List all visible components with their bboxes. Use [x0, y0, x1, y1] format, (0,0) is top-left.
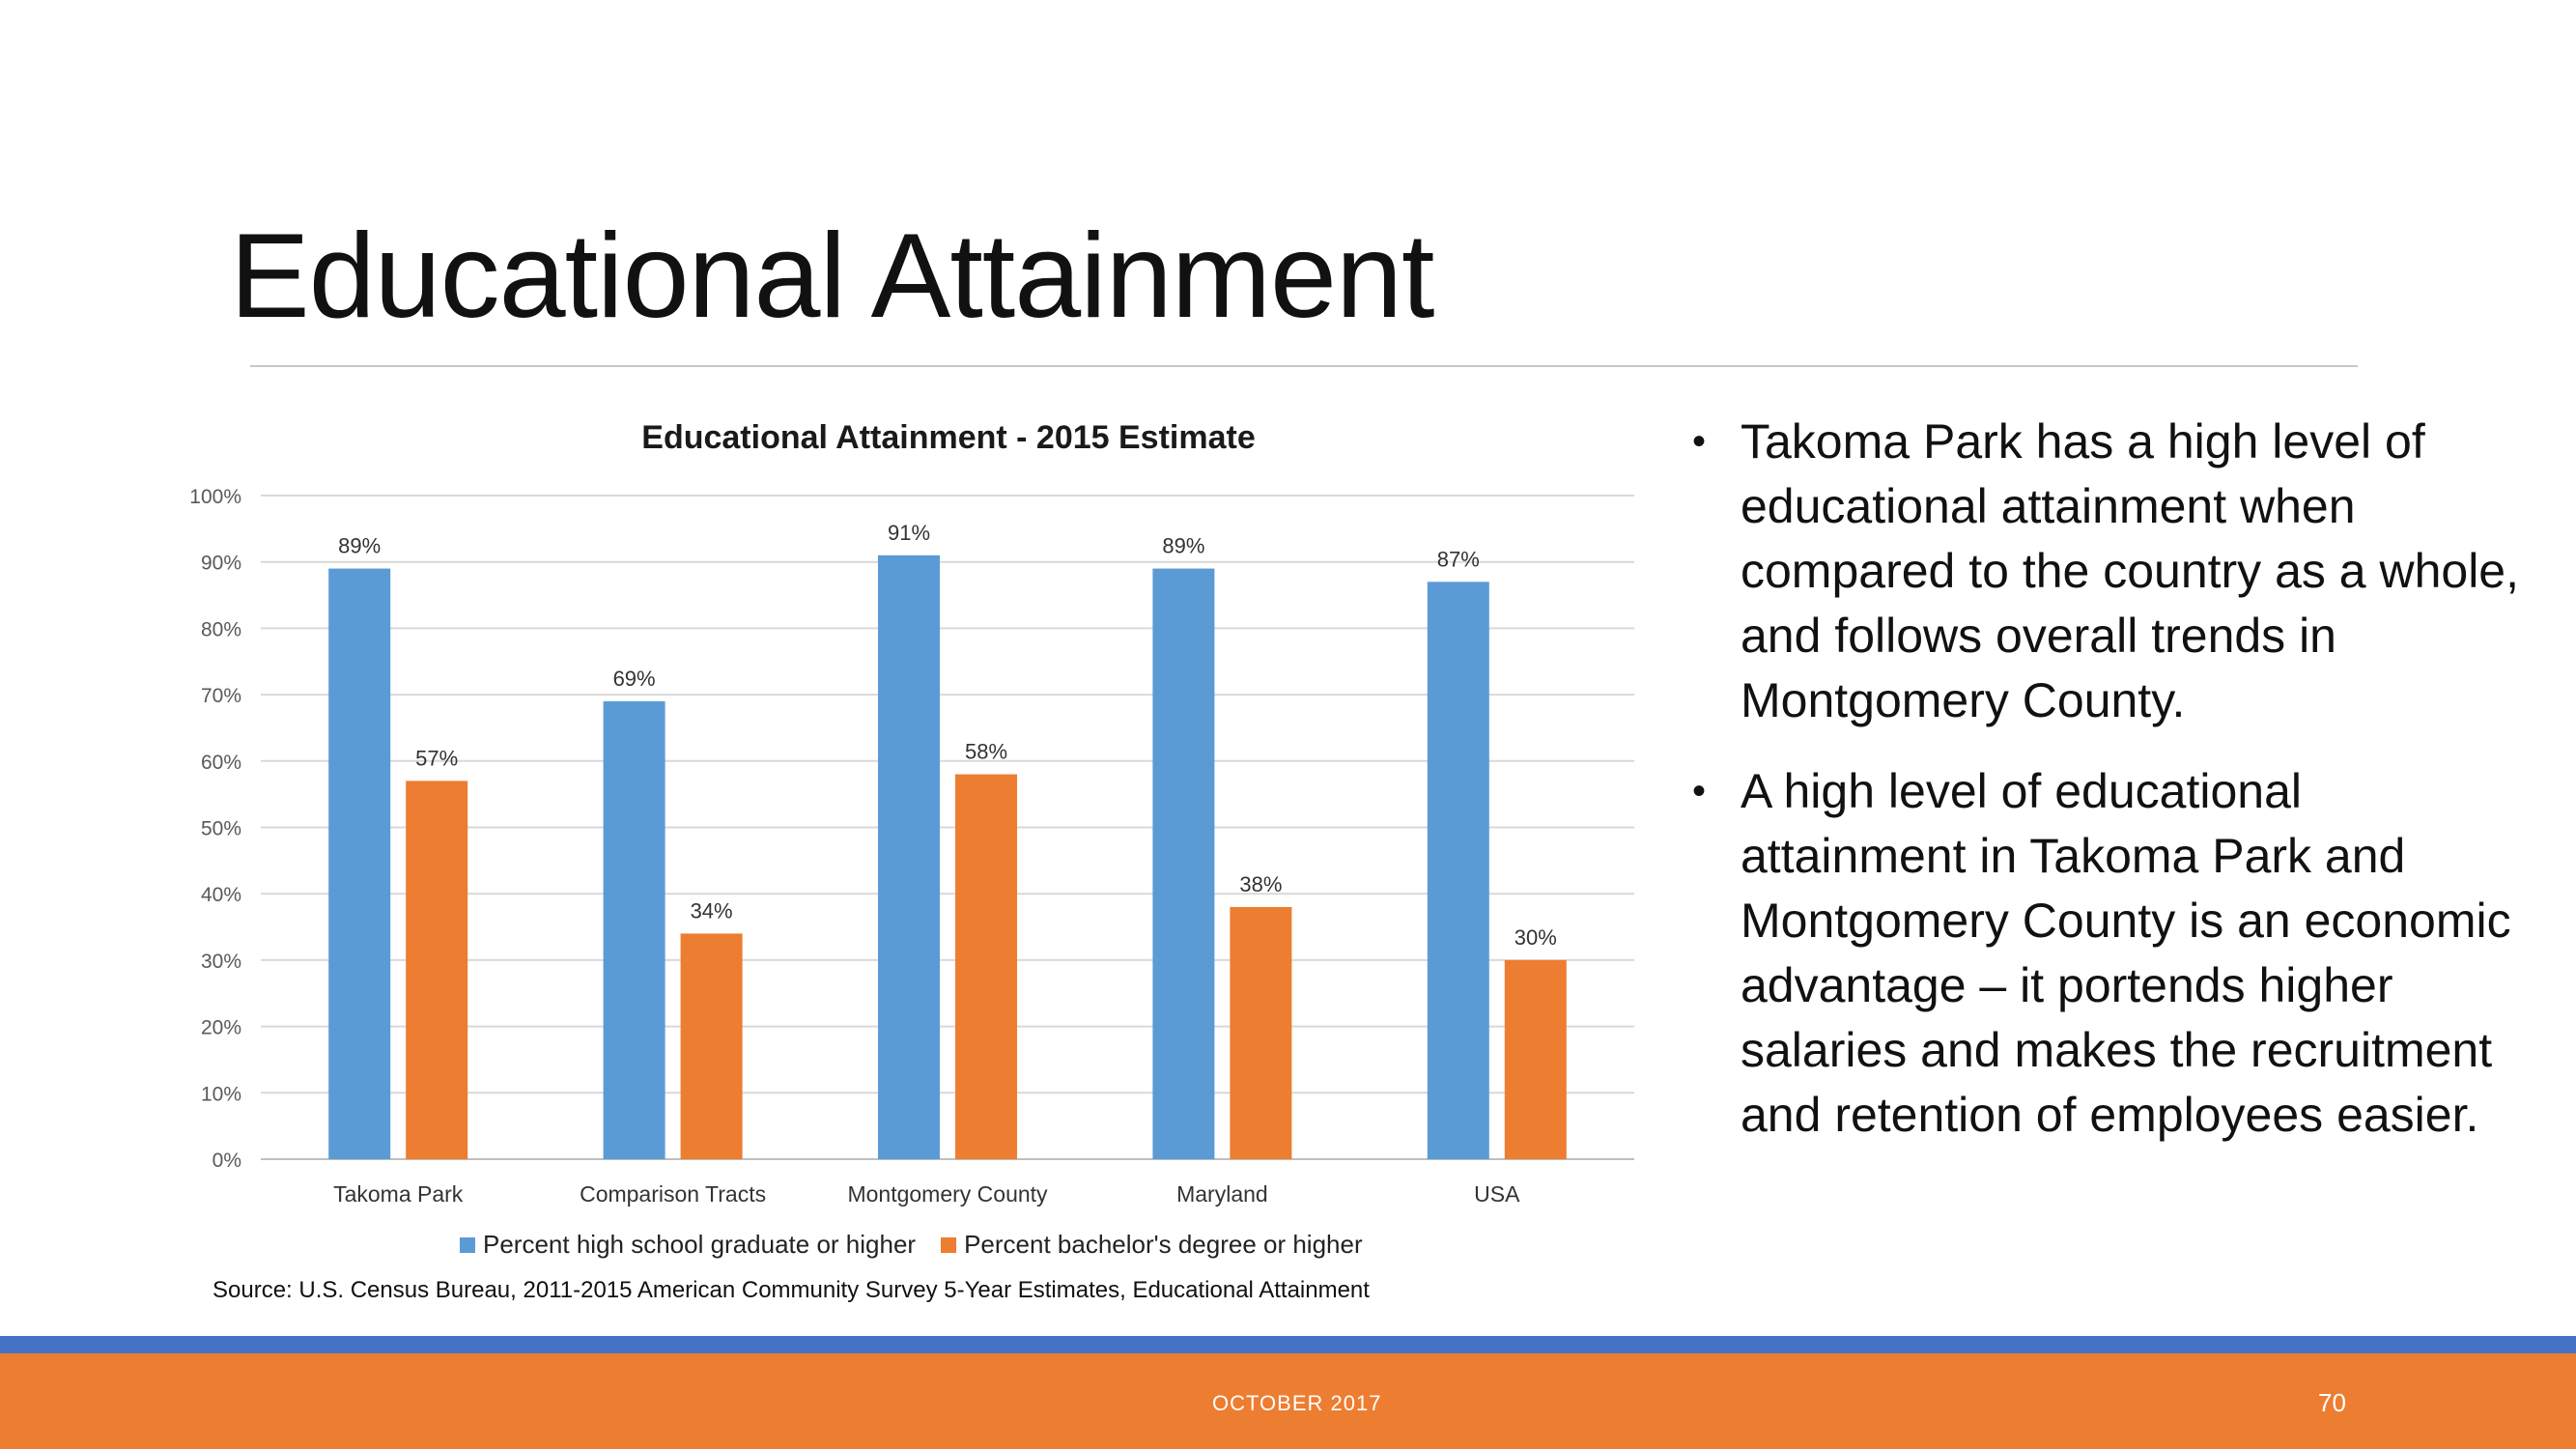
data-label: 57%: [415, 746, 458, 770]
legend-label-high-school: Percent high school graduate or higher: [483, 1230, 917, 1259]
data-label: 69%: [613, 667, 656, 691]
bar-high-school: [1427, 582, 1489, 1159]
x-tick-label: Takoma Park: [333, 1181, 464, 1207]
bullet-dot-icon: •: [1692, 770, 1707, 812]
page-number: 70: [2318, 1388, 2346, 1417]
y-tick-label: 60%: [201, 752, 241, 774]
data-label: 89%: [338, 534, 381, 558]
x-tick-label: Comparison Tracts: [580, 1181, 766, 1207]
x-tick-label: Montgomery County: [847, 1181, 1048, 1207]
bar-bachelors: [1230, 906, 1292, 1159]
bullet-item: • Takoma Park has a high level of educat…: [1692, 410, 2523, 733]
bar-bachelors: [1504, 959, 1567, 1159]
data-label: 30%: [1514, 925, 1557, 950]
bullet-text: Takoma Park has a high level of educatio…: [1741, 414, 2520, 727]
bar-high-school: [1152, 568, 1215, 1159]
bullet-item: • A high level of educational attainment…: [1692, 759, 2523, 1148]
y-tick-label: 0%: [212, 1150, 241, 1172]
bar-bachelors: [406, 781, 468, 1159]
bar-bachelors: [680, 933, 743, 1159]
slide-title: Educational Attainment: [230, 210, 1434, 343]
legend-label-bachelors: Percent bachelor's degree or higher: [964, 1230, 1363, 1259]
y-tick-label: 70%: [201, 685, 241, 707]
footer-date: OCTOBER 2017: [1212, 1391, 1382, 1415]
footer-band: [0, 1336, 2576, 1353]
chart-legend: Percent high school graduate or higher P…: [460, 1230, 1388, 1260]
bullet-list: • Takoma Park has a high level of educat…: [1692, 410, 2523, 1174]
bar-chart: 0% 10% 20% 30% 40% 50% 60% 70% 80% 90% 100% Takoma …: [189, 486, 1634, 1207]
legend-item-high-school: Percent high school graduate or higher: [460, 1230, 916, 1260]
data-label: 89%: [1162, 534, 1204, 558]
bar-high-school: [328, 568, 391, 1159]
data-label: 91%: [888, 521, 930, 545]
data-label: 34%: [691, 898, 733, 923]
y-tick-label: 100%: [189, 486, 241, 508]
legend-item-bachelors: Percent bachelor's degree or higher: [941, 1230, 1363, 1260]
y-tick-label: 40%: [201, 884, 241, 906]
legend-swatch-high-school: [460, 1236, 475, 1253]
data-label: 58%: [965, 740, 1007, 764]
x-tick-label: USA: [1474, 1181, 1520, 1207]
bullet-dot-icon: •: [1692, 420, 1707, 463]
y-tick-label: 20%: [201, 1017, 241, 1039]
bar-bachelors: [955, 774, 1017, 1159]
chart-title: Educational Attainment - 2015 Estimate: [641, 419, 1256, 456]
data-label: 38%: [1239, 872, 1282, 896]
y-tick-label: 80%: [201, 618, 241, 640]
data-label: 87%: [1437, 547, 1480, 571]
footer-bar: [0, 1353, 2576, 1449]
y-tick-label: 10%: [201, 1083, 241, 1105]
bullet-text: A high level of educational attainment i…: [1741, 764, 2511, 1142]
x-tick-label: Maryland: [1176, 1181, 1268, 1207]
bar-high-school: [603, 700, 665, 1159]
source-note: Source: U.S. Census Bureau, 2011-2015 Am…: [212, 1277, 1370, 1303]
y-tick-label: 50%: [201, 818, 241, 840]
legend-swatch-bachelors: [941, 1236, 957, 1253]
title-divider: [250, 365, 2358, 367]
y-tick-label: 90%: [201, 553, 241, 575]
y-tick-label: 30%: [201, 951, 241, 973]
bar-high-school: [878, 554, 940, 1159]
